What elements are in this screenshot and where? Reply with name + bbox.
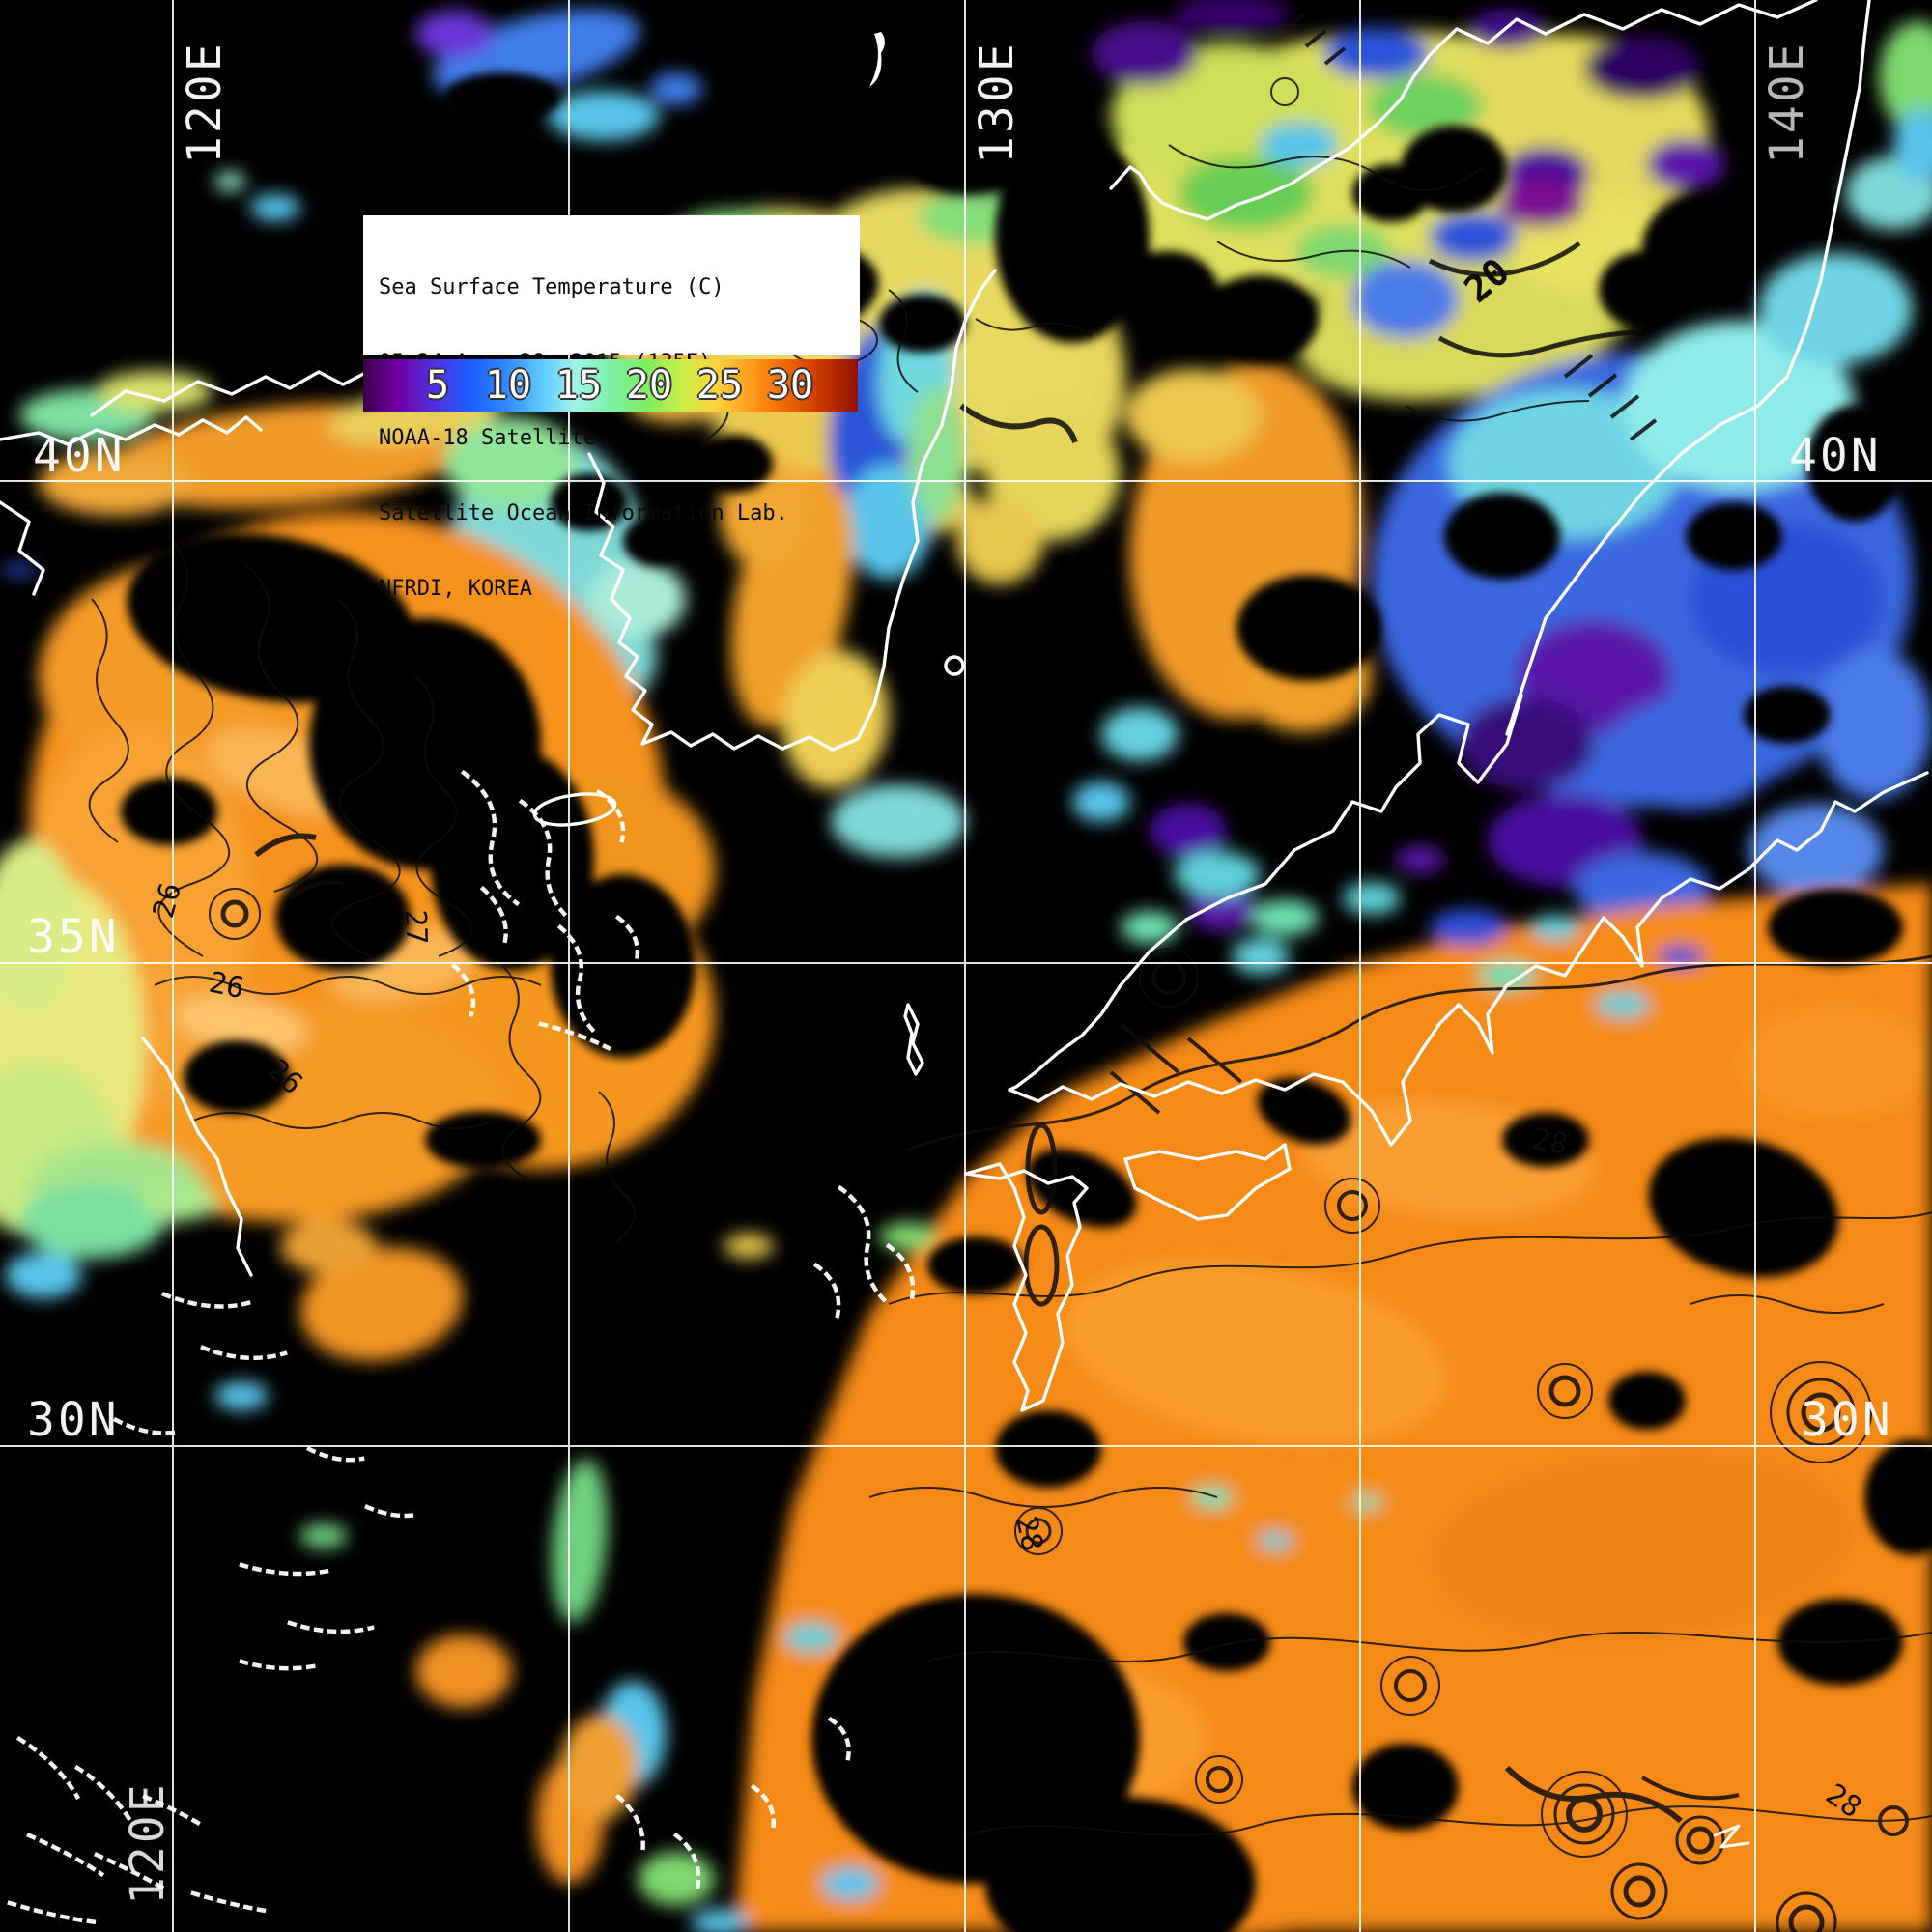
- coast-kyushu: [964, 1162, 1089, 1412]
- lat-label-35n-left: 35N: [27, 910, 120, 964]
- colorbar-tick-20: 20: [625, 363, 673, 408]
- title-line-product: Sea Surface Temperature (C): [379, 275, 724, 299]
- title-box: Sea Surface Temperature (C) 05:34 Aug. 2…: [363, 215, 860, 601]
- colorbar-tick-10: 10: [484, 363, 532, 408]
- coast-ulleung-island: [944, 655, 965, 676]
- contour-label: 27: [398, 909, 433, 945]
- coast-honshu-inland-sea: [1008, 1072, 1345, 1103]
- coast-primorye: [1109, 0, 1818, 221]
- lat-label-40n-right: 40N: [1789, 429, 1882, 483]
- lon-label-130e-top: 130E: [970, 41, 1024, 164]
- colorbar: 5 10 15 20 25 30: [363, 359, 858, 412]
- coast-china-left: [0, 500, 45, 596]
- colorbar-tick-5: 5: [425, 363, 450, 408]
- colorbar-gradient: [363, 359, 858, 412]
- coast-fragment-bottom-right: [1713, 1824, 1750, 1849]
- contour-label: 26: [206, 966, 247, 1007]
- lon-label-120e-bottom: 120E: [121, 1781, 175, 1905]
- title-line-satellite: NOAA-18 Satellite.: [379, 426, 610, 450]
- lon-label-120e-top: 120E: [178, 41, 232, 164]
- contour-label: 28: [1529, 1122, 1571, 1163]
- lat-label-30n-left: 30N: [27, 1393, 120, 1447]
- coast-china-bohai: [0, 415, 263, 446]
- lat-label-30n-right: 30N: [1801, 1393, 1893, 1447]
- title-line-lab: Satellite Ocean Information Lab.: [379, 501, 788, 526]
- contour-lines: [88, 12, 1932, 1932]
- coast-honshu-west: [1184, 0, 1871, 922]
- coast-honshu-pacific: [1341, 771, 1929, 1147]
- colorbar-tick-15: 15: [554, 363, 603, 408]
- colorbar-tick-30: 30: [766, 363, 814, 408]
- contour-label: 28: [1009, 1513, 1049, 1554]
- cloud-streak-top-center: [869, 32, 885, 87]
- lat-label-40n-left: 40N: [33, 429, 126, 483]
- lon-label-140e-top: 140E: [1760, 41, 1814, 164]
- coast-jeju-island: [532, 792, 617, 827]
- coastlines: [0, 0, 1929, 1849]
- coast-korea: [587, 269, 997, 752]
- colorbar-tick-25: 25: [696, 363, 744, 408]
- title-line-agency: NFRDI, KOREA: [379, 577, 532, 601]
- coast-tsushima-island: [903, 1003, 924, 1076]
- cloud-mask: [121, 72, 1932, 1932]
- coast-shikoku: [1123, 1143, 1292, 1221]
